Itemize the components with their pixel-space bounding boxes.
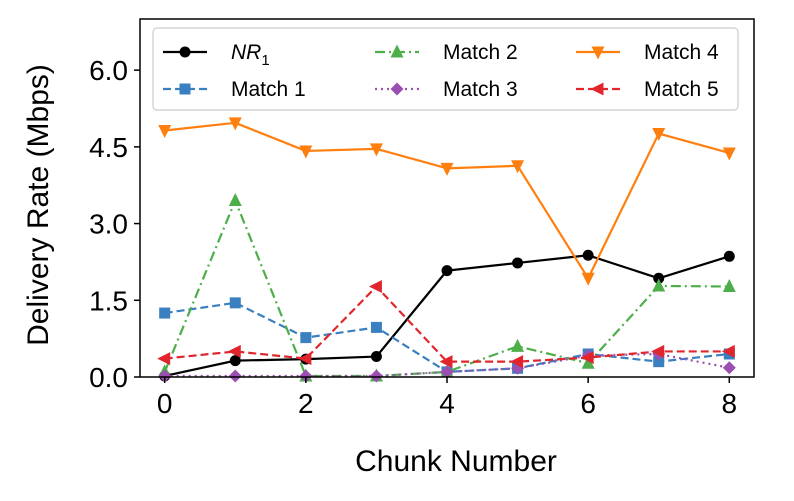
data-point-match-4 [722, 147, 736, 161]
data-point-nr1 [723, 250, 735, 262]
data-point-match-5 [439, 355, 453, 369]
data-point-match-4 [440, 162, 454, 176]
data-point-nr1 [441, 265, 453, 277]
data-point-match-3 [722, 361, 736, 375]
data-point-nr1 [582, 249, 594, 261]
data-point-match-4 [299, 145, 313, 159]
series-line-match-2 [163, 199, 730, 378]
data-point-nr1 [370, 351, 382, 363]
data-point-match-4 [581, 272, 595, 286]
x-tick-label: 0 [157, 388, 173, 419]
x-tick-label: 4 [439, 388, 455, 419]
x-tick-label: 6 [580, 388, 596, 419]
legend-item-match-2: Match 2 [375, 41, 518, 64]
data-point-match-3 [369, 369, 383, 383]
legend-item-match-4: Match 4 [576, 41, 719, 64]
data-point-match-4 [228, 117, 242, 131]
legend-item-match-5: Match 5 [576, 78, 719, 101]
data-point-nr1 [653, 272, 665, 284]
data-point-match-1 [653, 356, 665, 368]
x-tick-label: 2 [298, 388, 314, 419]
y-tick-label: 3.0 [89, 209, 128, 240]
data-point-match-5 [580, 351, 594, 365]
y-tick-label: 0.0 [89, 362, 128, 393]
data-point-match-3 [158, 369, 172, 383]
data-point-match-5 [721, 344, 735, 358]
legend-marker [390, 44, 404, 58]
legend-label: Match 1 [231, 78, 306, 101]
data-point-match-5 [227, 344, 241, 358]
data-point-match-2 [228, 193, 242, 207]
series-match-5 [157, 279, 735, 369]
data-point-match-2 [652, 278, 666, 292]
data-point-match-5 [368, 279, 382, 293]
data-point-match-3 [440, 365, 454, 379]
data-point-match-1 [300, 332, 312, 344]
data-point-match-2 [581, 355, 595, 369]
series-line-match-4 [164, 121, 730, 280]
y-tick-label: 1.5 [89, 285, 128, 316]
legend-marker [591, 46, 605, 60]
legend-marker [390, 82, 404, 96]
data-point-match-4 [652, 128, 666, 142]
data-point-match-2 [511, 338, 525, 352]
legend-marker [179, 46, 191, 58]
y-tick-label: 6.0 [89, 55, 128, 86]
data-point-match-1 [159, 307, 171, 319]
legend-label: Match 3 [443, 78, 518, 101]
legend-item-nr1: NR1 [163, 41, 270, 69]
data-point-match-1 [370, 321, 382, 333]
legend-marker [179, 83, 191, 95]
legend-label: Match 5 [644, 78, 719, 101]
data-point-match-5 [651, 344, 665, 358]
x-tick-label: 8 [722, 388, 738, 419]
series-line-match-5 [164, 285, 730, 363]
data-point-match-4 [158, 124, 172, 138]
y-tick-label: 4.5 [89, 132, 128, 163]
data-point-match-5 [510, 355, 524, 369]
data-point-nr1 [512, 257, 524, 269]
data-point-match-2 [722, 278, 736, 292]
data-point-match-5 [157, 352, 171, 366]
legend: NR1 Match 1 Match 2 Match 3 Match 4 Match 5 [152, 27, 739, 111]
data-point-match-3 [299, 369, 313, 383]
series-layer [157, 117, 736, 383]
x-axis-title: Chunk Number [355, 445, 557, 478]
legend-label: Match 4 [644, 41, 719, 64]
series-match-2 [158, 193, 736, 382]
data-point-nr1 [229, 355, 241, 367]
data-point-match-1 [229, 297, 241, 309]
legend-label: NR1 [231, 41, 270, 69]
series-match-4 [158, 117, 736, 286]
y-axis-title: Delivery Rate (Mbps) [22, 64, 55, 346]
data-point-match-4 [511, 160, 525, 174]
legend-item-match-1: Match 1 [163, 78, 306, 101]
legend-label: Match 2 [443, 41, 518, 64]
data-point-match-3 [228, 369, 242, 383]
legend-marker [590, 82, 604, 96]
data-point-match-4 [369, 143, 383, 157]
data-point-match-5 [298, 352, 312, 366]
ticks-layer: 0 2 4 6 8 0.0 1.5 3.0 4.5 6.0 [89, 55, 737, 419]
legend-item-match-3: Match 3 [375, 78, 518, 101]
